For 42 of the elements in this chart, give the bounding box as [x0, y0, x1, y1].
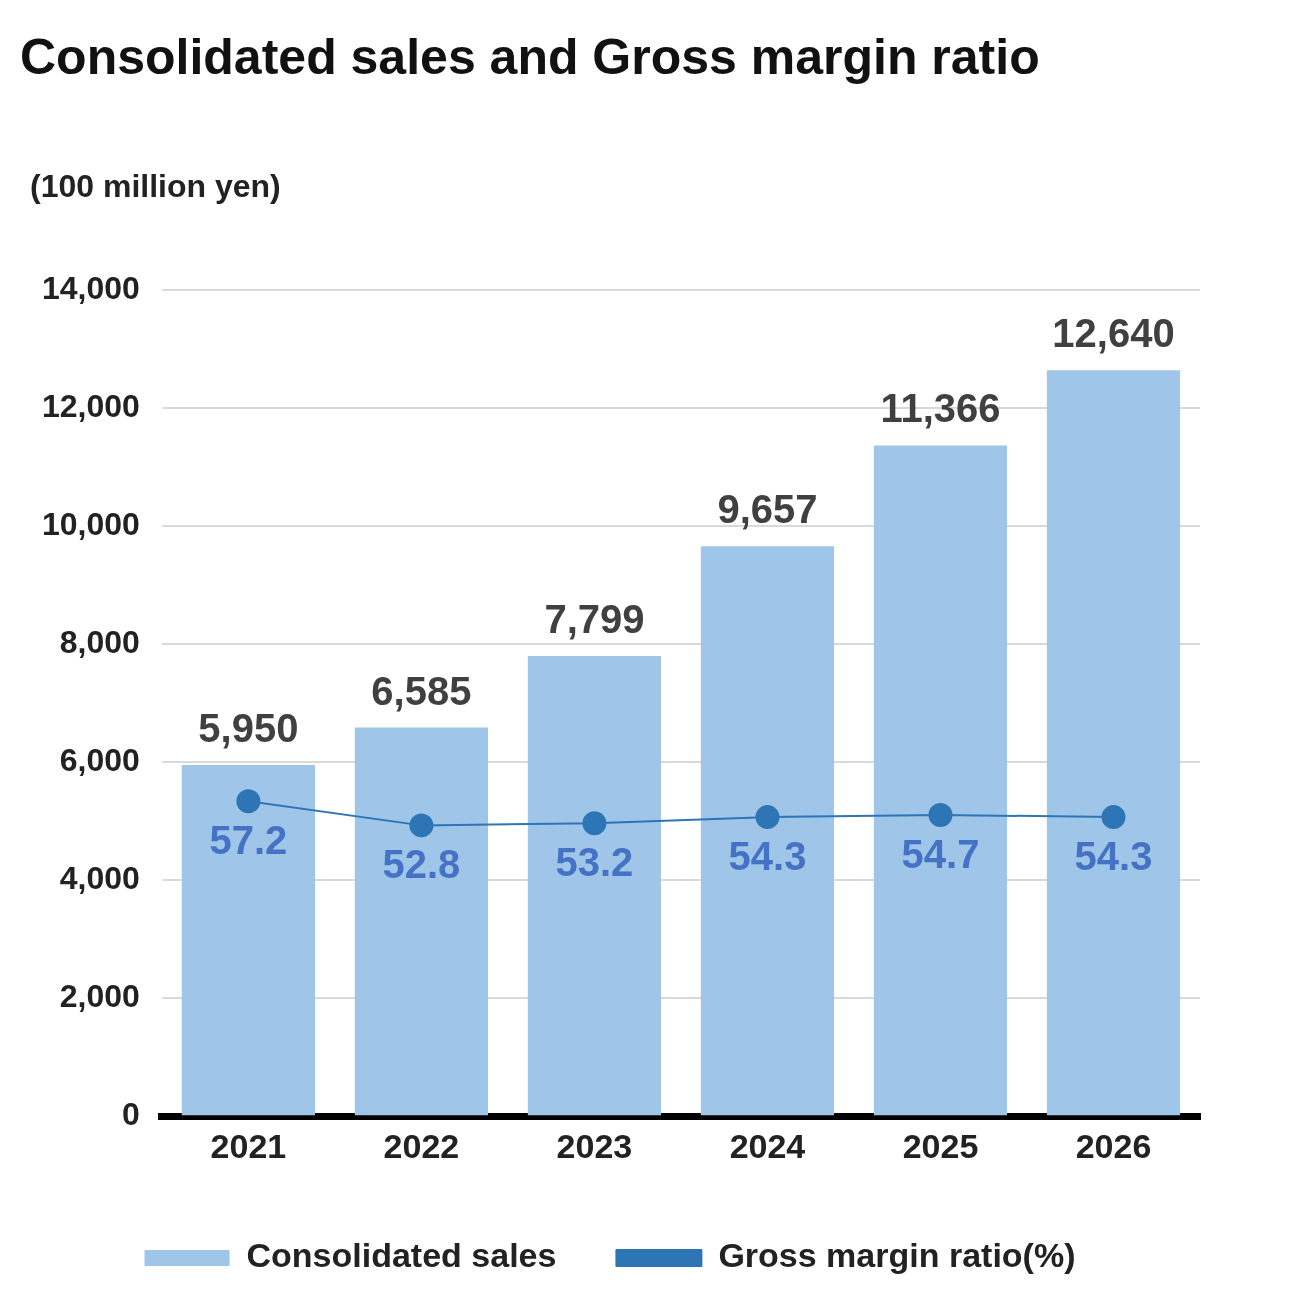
data-label: 53.2 — [555, 840, 634, 885]
x-tick-label: 2025 — [902, 1126, 979, 1165]
bar — [527, 655, 662, 1116]
y-tick-label: 8,000 — [59, 623, 140, 660]
point — [928, 802, 953, 827]
data-label: 7,799 — [544, 596, 645, 641]
point — [236, 789, 261, 814]
data-label: 54.3 — [728, 834, 807, 879]
y-tick-label: 4,000 — [59, 859, 140, 896]
y-tick-label: 6,000 — [59, 741, 140, 778]
point — [582, 811, 607, 836]
bar — [1046, 370, 1181, 1116]
bar — [181, 765, 315, 1116]
data-label: 54.7 — [901, 831, 980, 876]
y-axis-title: (100 million yen) — [30, 167, 281, 204]
data-label: 52.8 — [382, 842, 461, 887]
data-label: 54.3 — [1074, 834, 1153, 879]
data-label: 6,585 — [371, 668, 472, 713]
bar — [873, 445, 1008, 1116]
bar — [700, 546, 835, 1116]
legend-label: Consolidated sales — [246, 1236, 557, 1275]
point — [755, 805, 780, 830]
data-label: 11,366 — [880, 386, 1001, 431]
y-tick-label: 12,000 — [42, 387, 140, 424]
bar — [354, 727, 489, 1116]
point — [1101, 805, 1126, 830]
legend-label: Gross margin ratio(%) — [718, 1236, 1076, 1275]
chart-title: Consolidated sales and Gross margin ratio — [20, 28, 1040, 85]
y-tick-label: 14,000 — [42, 269, 140, 306]
data-label: 12,640 — [1052, 311, 1175, 356]
data-label: 5,950 — [198, 706, 299, 751]
y-tick-label: 0 — [122, 1096, 140, 1133]
y-tick-label: 10,000 — [42, 505, 140, 542]
x-tick-label: 2022 — [383, 1126, 460, 1165]
x-tick-label: 2023 — [556, 1126, 633, 1165]
y-tick-label: 2,000 — [59, 978, 140, 1014]
x-tick-label: 2026 — [1075, 1126, 1152, 1165]
x-tick-label: 2024 — [729, 1126, 806, 1165]
point — [409, 813, 434, 838]
x-tick-label: 2021 — [210, 1126, 287, 1165]
data-label: 9,657 — [717, 487, 818, 532]
data-label: 57.2 — [209, 818, 288, 863]
